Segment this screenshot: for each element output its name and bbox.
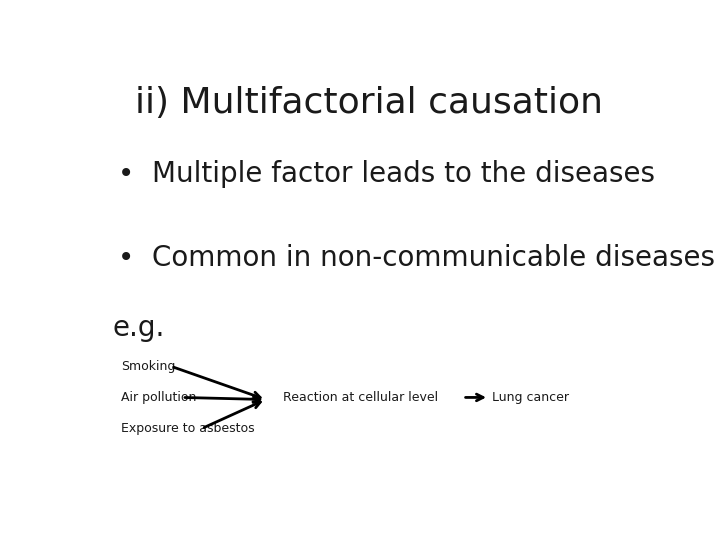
Text: Exposure to asbestos: Exposure to asbestos xyxy=(121,422,254,435)
Text: Reaction at cellular level: Reaction at cellular level xyxy=(282,391,438,404)
Text: Air pollution: Air pollution xyxy=(121,391,196,404)
Text: e.g.: e.g. xyxy=(112,314,165,342)
Text: •  Common in non-communicable diseases: • Common in non-communicable diseases xyxy=(118,244,715,272)
Text: •  Multiple factor leads to the diseases: • Multiple factor leads to the diseases xyxy=(118,160,655,188)
Text: ii) Multifactorial causation: ii) Multifactorial causation xyxy=(135,85,603,119)
Text: Lung cancer: Lung cancer xyxy=(492,391,569,404)
Text: Smoking: Smoking xyxy=(121,360,175,373)
